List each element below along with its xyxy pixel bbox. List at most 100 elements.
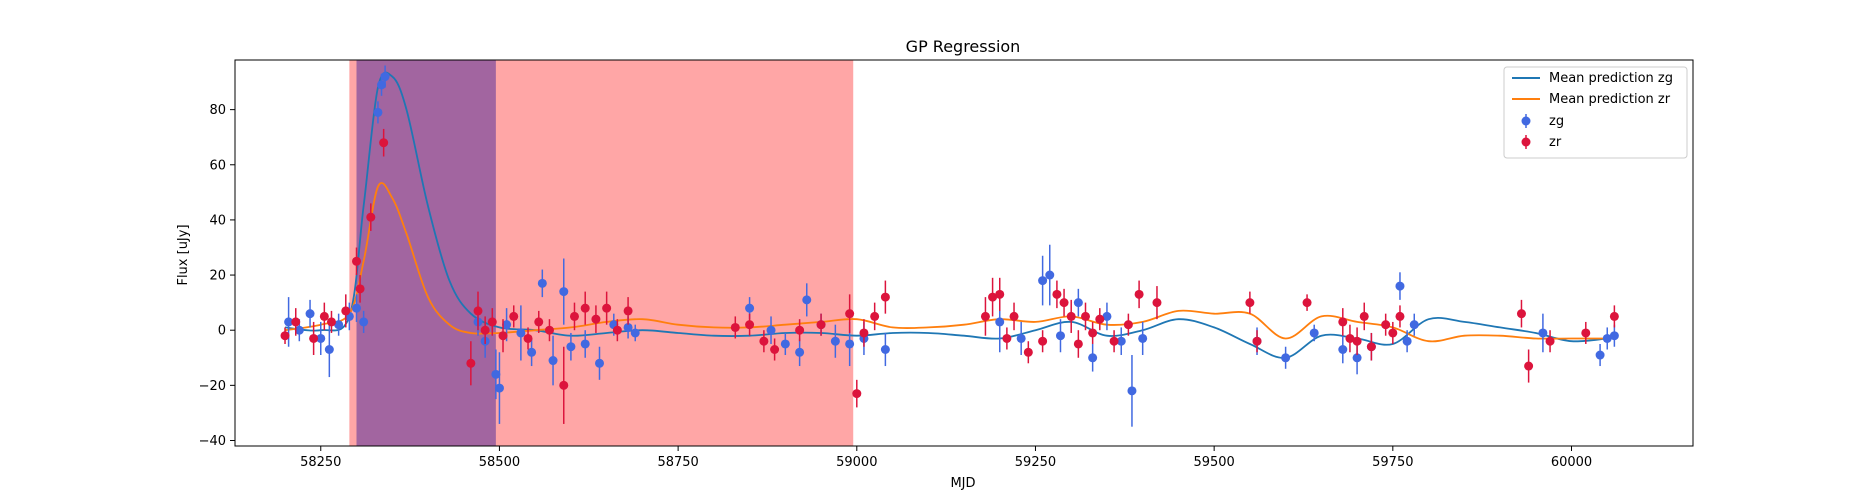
plot-frame: [234, 59, 1694, 447]
data-point-3: [473, 306, 483, 316]
data-point-2: [516, 328, 526, 338]
legend-frame: [1503, 66, 1688, 159]
data-point-3: [745, 320, 755, 330]
data-point-2: [623, 322, 633, 332]
data-point-2: [745, 303, 755, 313]
data-point-2: [1138, 333, 1148, 343]
data-point-3: [1345, 333, 1355, 343]
legend-swatch-zr-point: [1521, 137, 1531, 147]
data-point-2: [1538, 328, 1548, 338]
data-point-3: [466, 358, 476, 368]
data-point-2: [830, 336, 840, 346]
shaded-region-1: [356, 60, 496, 446]
data-point-3: [291, 317, 301, 327]
series-line-1: [284, 182, 1608, 343]
y-tick-label: 20: [209, 269, 226, 284]
data-point-2: [802, 295, 812, 305]
shaded-regions: [349, 60, 854, 446]
data-point-2: [1352, 353, 1362, 363]
data-point-2: [1602, 333, 1612, 343]
x-axis-label: MJD: [950, 476, 975, 491]
data-point-3: [1302, 298, 1312, 308]
data-point-2: [377, 80, 387, 90]
data-point-3: [480, 325, 490, 335]
data-point-2: [566, 342, 576, 352]
data-point-3: [1073, 339, 1083, 349]
data-point-3: [730, 322, 740, 332]
data-point-2: [502, 320, 512, 330]
data-point-3: [591, 314, 601, 324]
legend: Mean prediction zg Mean prediction zr zg…: [1503, 66, 1688, 159]
data-point-2: [630, 328, 640, 338]
y-tick-label: −20: [199, 379, 226, 394]
data-point-3: [880, 292, 890, 302]
y-tick-label: 80: [209, 103, 226, 118]
data-point-3: [1023, 347, 1033, 357]
data-point-3: [1152, 298, 1162, 308]
data-point-3: [352, 256, 361, 266]
data-point-3: [569, 311, 579, 321]
x-tick-label: 58500: [479, 455, 520, 470]
y-tick-label: −40: [199, 434, 226, 449]
data-point-3: [580, 303, 590, 313]
data-point-3: [1095, 314, 1105, 324]
data-point-2: [537, 278, 547, 288]
axes-ticks: 58250 58500 58750 59000 59250 59500 59750 60000…: [199, 103, 1593, 470]
y-tick-label: 40: [209, 213, 226, 228]
data-point-3: [980, 311, 990, 321]
data-point-3: [1338, 317, 1348, 327]
data-point-2: [1281, 353, 1291, 363]
data-point-3: [1123, 320, 1133, 330]
data-point-3: [1359, 311, 1369, 321]
data-point-3: [534, 317, 544, 327]
data-point-2: [316, 333, 326, 343]
data-point-3: [1581, 328, 1591, 338]
data-point-3: [1381, 320, 1391, 330]
legend-label-zr-points: zr: [1549, 135, 1562, 150]
x-tick-label: 59000: [836, 455, 877, 470]
data-point-3: [623, 306, 633, 316]
data-point-2: [1055, 331, 1065, 341]
data-point-3: [612, 325, 622, 335]
data-point-3: [523, 333, 533, 343]
data-point-3: [795, 325, 805, 335]
data-point-2: [1309, 328, 1319, 338]
data-point-2: [559, 287, 569, 297]
data-point-3: [1245, 298, 1255, 308]
data-point-3: [1524, 361, 1534, 371]
data-point-3: [341, 306, 351, 316]
data-point-2: [1073, 298, 1083, 308]
data-point-3: [1081, 311, 1090, 321]
data-point-3: [1516, 309, 1526, 319]
data-point-3: [1545, 336, 1555, 346]
x-tick-label: 58250: [300, 455, 341, 470]
data-point-2: [334, 320, 344, 330]
data-point-2: [380, 72, 390, 82]
data-point-2: [1609, 331, 1619, 341]
data-point-3: [326, 317, 336, 327]
data-point-3: [559, 380, 569, 390]
y-tick-label: 0: [218, 324, 226, 339]
data-point-3: [1059, 298, 1069, 308]
x-tick-label: 59750: [1372, 455, 1413, 470]
data-point-3: [1066, 311, 1076, 321]
data-point-3: [852, 389, 862, 399]
x-tick-label: 59500: [1193, 455, 1234, 470]
data-point-3: [1134, 289, 1144, 299]
data-point-3: [1352, 336, 1362, 346]
data-point-2: [1038, 276, 1048, 286]
data-point-3: [309, 333, 319, 343]
data-point-2: [527, 347, 537, 357]
data-point-3: [1609, 311, 1619, 321]
data-point-2: [1402, 336, 1412, 346]
data-point-3: [1038, 336, 1048, 346]
data-point-2: [1088, 353, 1098, 363]
data-point-3: [1388, 328, 1398, 338]
data-point-2: [1395, 281, 1405, 291]
data-point-3: [816, 320, 826, 330]
data-point-2: [995, 317, 1005, 327]
legend-label-zg-line: Mean prediction zg: [1549, 71, 1673, 86]
chart-title: GP Regression: [906, 37, 1021, 56]
data-point-3: [379, 138, 389, 148]
data-point-2: [766, 325, 776, 335]
